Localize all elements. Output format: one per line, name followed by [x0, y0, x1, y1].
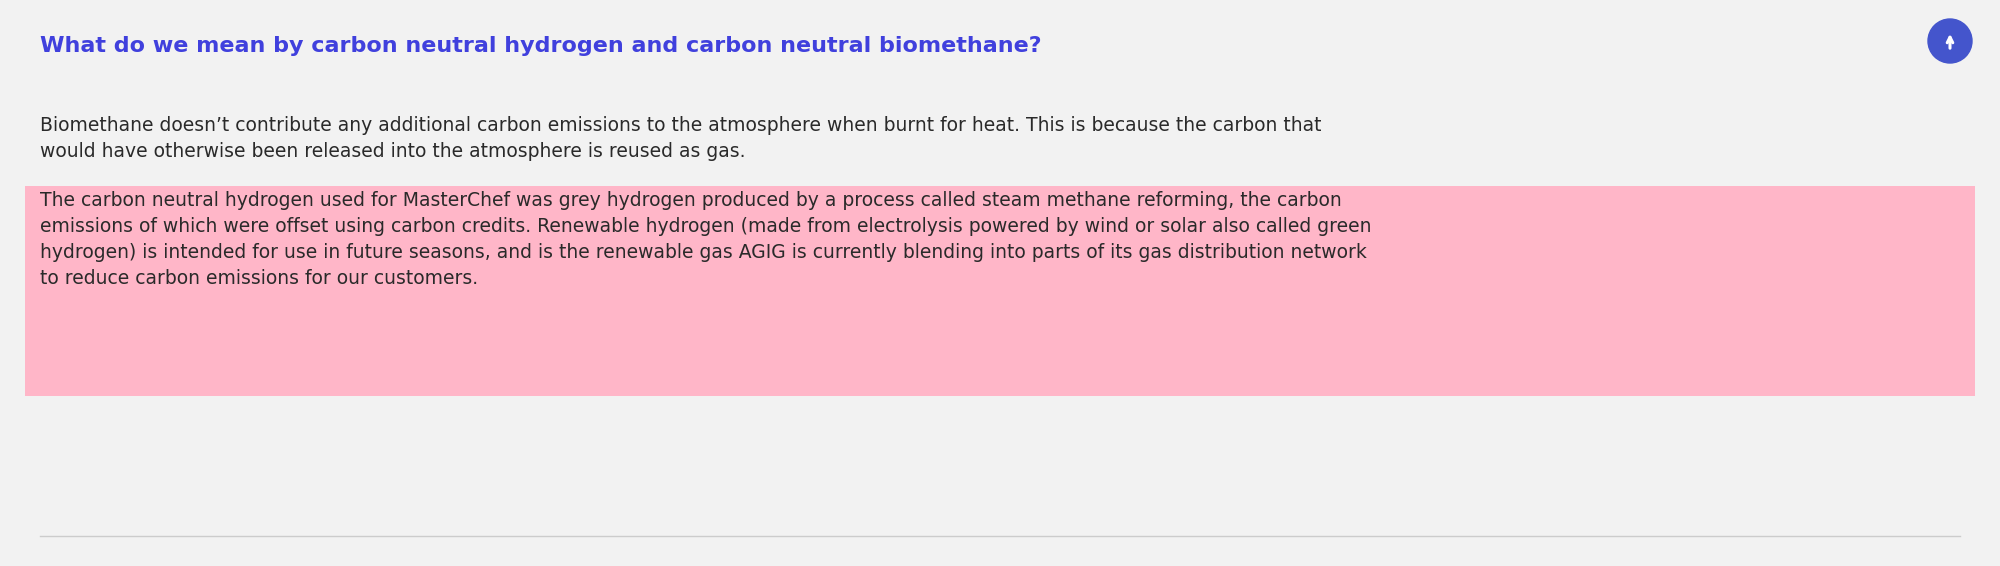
Circle shape: [1928, 19, 1972, 63]
Text: The carbon neutral hydrogen used for MasterChef was grey hydrogen produced by a : The carbon neutral hydrogen used for Mas…: [40, 191, 1342, 210]
Text: hydrogen) is intended for use in future seasons, and is the renewable gas AGIG i: hydrogen) is intended for use in future …: [40, 243, 1366, 262]
Text: to reduce carbon emissions for our customers.: to reduce carbon emissions for our custo…: [40, 269, 478, 288]
Text: Biomethane doesn’t contribute any additional carbon emissions to the atmosphere : Biomethane doesn’t contribute any additi…: [40, 116, 1322, 135]
FancyBboxPatch shape: [24, 186, 1976, 396]
Text: would have otherwise been released into the atmosphere is reused as gas.: would have otherwise been released into …: [40, 142, 746, 161]
Text: What do we mean by carbon neutral hydrogen and carbon neutral biomethane?: What do we mean by carbon neutral hydrog…: [40, 36, 1042, 56]
Text: emissions of which were offset using carbon credits. Renewable hydrogen (made fr: emissions of which were offset using car…: [40, 217, 1372, 236]
